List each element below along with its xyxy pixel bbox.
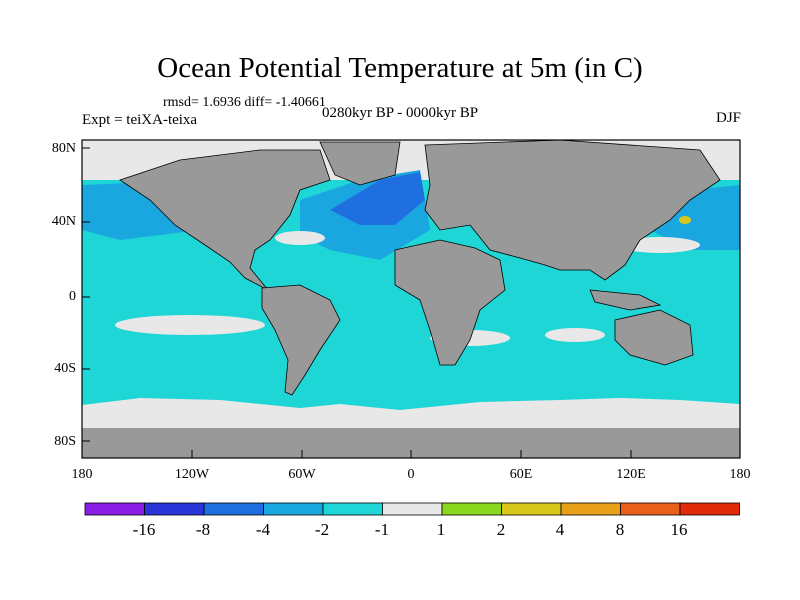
colorbar-box — [144, 502, 205, 516]
lat-label-40s: 40S — [54, 361, 76, 376]
lon-label-60e: 60E — [509, 467, 533, 482]
colorbar-label: 2 — [496, 520, 506, 539]
pacific-neutral-patch — [115, 315, 265, 335]
australia — [614, 309, 694, 366]
lat-label-40n: 40N — [51, 214, 76, 229]
colorbar-box — [620, 502, 681, 516]
north-america — [119, 149, 331, 291]
continents — [119, 139, 721, 396]
africa — [394, 239, 506, 366]
colorbar-label: 16 — [670, 520, 688, 539]
lon-label-120w: 120W — [174, 467, 210, 482]
colorbar-label: -2 — [314, 520, 330, 539]
colorbar-box — [382, 502, 443, 516]
colorbar-box — [441, 502, 502, 516]
colorbar-label: 1 — [436, 520, 446, 539]
north-atlantic-deep — [330, 172, 425, 225]
period-label: 0280kyr BP - 0000kyr BP — [322, 105, 479, 121]
season-label: DJF — [715, 110, 741, 126]
lat-label-80s: 80S — [54, 434, 76, 449]
greenland — [319, 141, 401, 186]
kuroshio-neutral-patch — [620, 237, 700, 253]
lon-label-120e: 120E — [616, 467, 646, 482]
colorbar-box — [322, 502, 383, 516]
lat-label-80n: 80N — [51, 141, 76, 156]
colorbar-label: -8 — [195, 520, 211, 539]
colorbar-box — [560, 502, 621, 516]
indian-neutral-patch-2 — [545, 328, 605, 342]
maritime-continent — [589, 289, 662, 311]
gulfstream-neutral-patch — [275, 231, 325, 245]
map-ticks — [81, 147, 741, 458]
lat-label-0: 0 — [69, 289, 76, 304]
colorbar-label: -16 — [132, 520, 156, 539]
map-panel — [81, 139, 741, 459]
lon-label-60w: 60W — [288, 467, 316, 482]
lon-label-180e: 180 — [729, 467, 751, 482]
colorbar — [84, 502, 740, 516]
stats-text: rmsd= 1.6936 diff= -1.40661 — [163, 95, 326, 110]
pacific-warm-patch — [679, 216, 691, 224]
lon-label-0: 0 — [407, 467, 415, 482]
eurasia — [424, 139, 721, 281]
colorbar-label: -4 — [255, 520, 271, 539]
southern-ice — [82, 398, 740, 428]
colorbar-label: -1 — [374, 520, 390, 539]
colorbar-box — [679, 502, 740, 516]
colorbar-label: 8 — [615, 520, 625, 539]
colorbar-box — [203, 502, 264, 516]
experiment-label: Expt = teiXA-teixa — [82, 112, 198, 128]
map-title: Ocean Potential Temperature at 5m (in C) — [157, 52, 643, 84]
colorbar-box — [501, 502, 562, 516]
lon-label-180w: 180 — [71, 467, 93, 482]
colorbar-label: 4 — [555, 520, 565, 539]
colorbar-box — [263, 502, 324, 516]
colorbar-box — [84, 502, 145, 516]
south-america — [261, 284, 341, 396]
